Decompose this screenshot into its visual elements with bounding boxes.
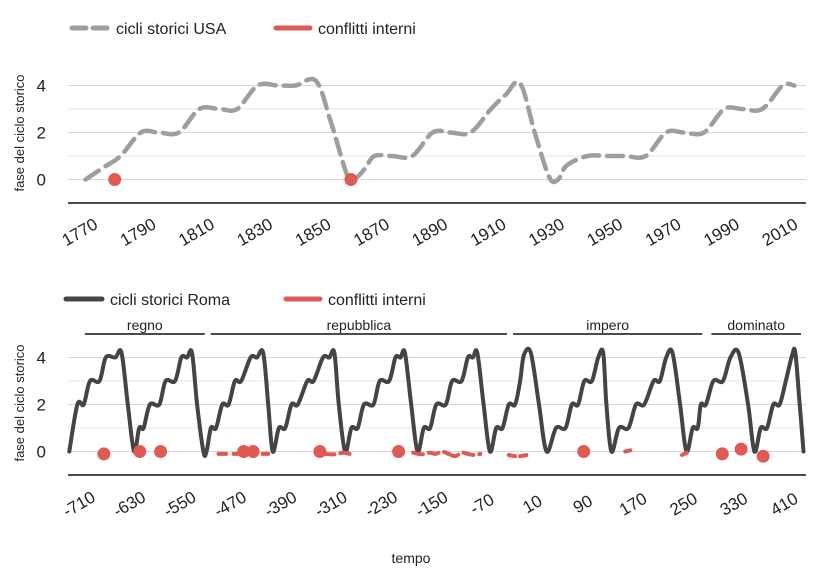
y-tick-label: 4	[37, 349, 46, 368]
y-tick-label: 2	[37, 124, 46, 143]
conflict-point	[97, 447, 111, 461]
conflict-point	[392, 445, 406, 458]
x-tick-label: 1770	[59, 215, 101, 250]
x-tick-label: 90	[570, 491, 596, 517]
x-tick-label: 1850	[292, 215, 334, 250]
x-tick-label: -550	[160, 487, 199, 520]
chart-roma: 0 2 4 -710 -630 -550 -470 -390 -310 -230 -150 -70 10…	[12, 292, 806, 521]
x-tick-label: -150	[412, 488, 451, 521]
conflict-segment	[680, 450, 689, 457]
era-label: regno	[127, 317, 163, 333]
x-tick-label: 1930	[525, 215, 567, 250]
conflict-point	[108, 173, 122, 186]
y-tick-label: 2	[37, 396, 46, 415]
legend-label-main: cicli storici Roma	[110, 292, 230, 309]
chart-usa: 0 2 4 1770 1790 1810 1830 1850 1870 1890 1910 1930 1…	[12, 21, 806, 250]
x-tick-label: 1830	[234, 215, 276, 250]
x-tick-label: 1870	[350, 215, 392, 250]
legend-label-conflicts: conflitti interni	[328, 292, 426, 309]
era-label: repubblica	[327, 317, 392, 333]
x-axis-label: tempo	[392, 550, 431, 566]
conflict-point	[344, 173, 358, 186]
x-tick-label: 170	[616, 489, 650, 520]
conflict-point	[133, 445, 147, 458]
x-tick-label: -630	[110, 487, 149, 520]
x-tick-label: 2010	[759, 215, 801, 250]
y-tick-label: 4	[37, 77, 46, 96]
x-tick-label: 1950	[584, 215, 626, 250]
x-tick-label: 1790	[117, 215, 159, 250]
conflict-point	[734, 442, 748, 456]
legend-label-conflicts: conflitti interni	[318, 21, 416, 38]
x-tick-label: -310	[311, 487, 350, 520]
era-label: dominato	[727, 317, 785, 333]
x-tick-label: 330	[717, 489, 751, 520]
x-tick-label: 410	[767, 489, 801, 520]
y-axis-label: fase del ciclo storico	[12, 344, 27, 461]
series-line	[67, 346, 806, 458]
y-tick-label: 0	[37, 443, 46, 462]
conflict-point	[715, 447, 729, 461]
x-tick-label: -70	[467, 490, 498, 519]
conflict-point	[577, 445, 591, 458]
series-line	[83, 76, 797, 185]
y-tick-label: 0	[37, 171, 46, 190]
conflict-segment	[623, 448, 633, 454]
legend-label-main: cicli storici USA	[116, 21, 227, 38]
era-label: impero	[586, 317, 629, 333]
x-tick-label: 1910	[467, 215, 509, 250]
x-tick-label: 1970	[642, 215, 684, 250]
x-tick-label: -230	[362, 487, 401, 520]
conflict-point	[154, 445, 168, 458]
conflict-point	[756, 449, 770, 463]
conflict-point	[237, 445, 251, 458]
x-tick-label: -470	[211, 488, 250, 521]
x-tick-label: 1990	[700, 215, 742, 250]
x-tick-label: 1810	[175, 215, 217, 250]
x-tick-label: 10	[520, 491, 546, 517]
conflict-point	[246, 445, 260, 458]
conflict-segment	[518, 453, 529, 459]
x-tick-label: 250	[667, 489, 701, 520]
x-tick-label: -710	[60, 488, 99, 521]
conflict-point	[313, 445, 327, 458]
conflict-segment	[322, 450, 352, 457]
x-tick-label: 1890	[409, 215, 451, 250]
conflict-segment	[447, 450, 483, 459]
conflict-segment	[506, 453, 518, 459]
conflict-segment	[411, 449, 451, 457]
x-tick-label: -390	[261, 488, 300, 521]
y-axis-label: fase del ciclo storico	[12, 74, 27, 191]
